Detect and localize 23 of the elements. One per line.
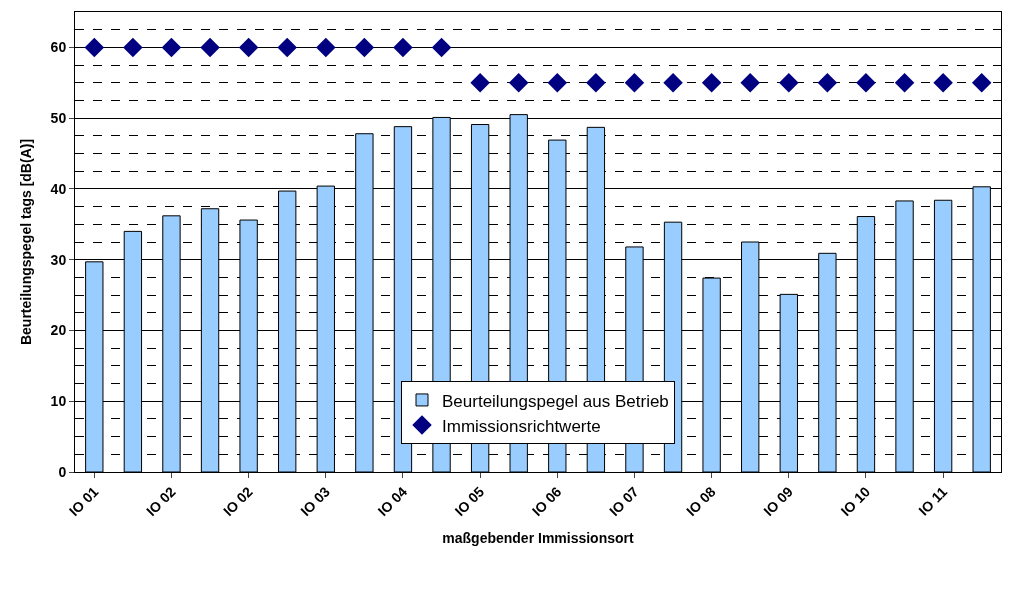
y-tick-label: 20: [50, 322, 67, 339]
x-tick-label: IO 08: [683, 483, 719, 520]
x-tick-label: IO 02: [220, 483, 256, 520]
y-tick-label: 10: [50, 393, 67, 410]
x-tick-label: IO 03: [297, 483, 334, 520]
x-tick-label: IO 10: [837, 483, 874, 520]
x-tick-label: IO 02: [143, 483, 179, 520]
x-axis-title: maßgebender Immissionsort: [442, 530, 635, 547]
x-tick-label: IO 06: [528, 483, 565, 520]
x-tick-label: IO 01: [65, 483, 102, 520]
x-tick-label: IO 07: [606, 483, 642, 520]
legend-label: Immissionsrichtwerte: [442, 416, 601, 436]
y-tick-label: 60: [50, 39, 67, 56]
x-tick-label: IO 09: [760, 483, 797, 520]
x-tick-label: IO 04: [374, 483, 411, 520]
y-tick-label: 30: [50, 251, 67, 268]
y-axis-title: Beurteilungspegel tags [dB(A)]: [18, 138, 35, 346]
x-tick-label: IO 11: [915, 483, 951, 519]
y-tick-label: 50: [50, 110, 67, 127]
x-tick-label: IO 05: [451, 483, 488, 520]
y-tick-label: 0: [58, 463, 67, 480]
y-tick-label: 40: [50, 180, 67, 197]
legend-label: Beurteilungspegel aus Betrieb: [442, 391, 669, 411]
